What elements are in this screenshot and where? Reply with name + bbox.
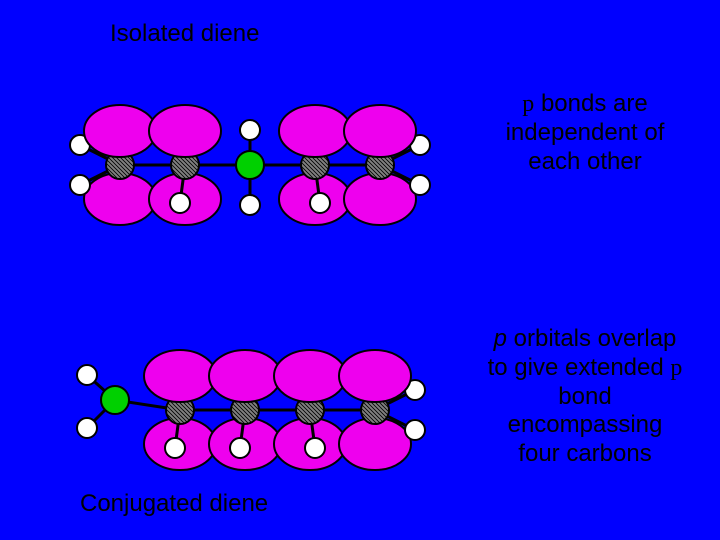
desc2-l4: encompassing — [508, 411, 663, 438]
desc2-l5: four carbons — [518, 440, 651, 467]
desc1-pi: p — [522, 91, 534, 117]
desc2: p orbitals overlap to give extended p bo… — [460, 325, 710, 469]
sp3-left — [101, 386, 129, 414]
desc1-l2: independent of — [506, 119, 665, 146]
desc1-rest: bonds are — [534, 90, 647, 117]
sp3-center — [236, 151, 264, 179]
isolated-diene-diagram — [50, 75, 450, 250]
desc2-p: p — [494, 325, 507, 352]
upper-lobes — [144, 350, 411, 402]
desc1-l3: each other — [528, 148, 641, 175]
stage: Isolated diene p bonds are independent o… — [0, 0, 720, 540]
desc2-l1rest: orbitals overlap — [507, 325, 676, 352]
title-isolated: Isolated diene — [110, 20, 330, 49]
desc2-l2pre: to give extended — [488, 354, 671, 381]
desc1: p bonds are independent of each other — [470, 90, 700, 176]
conjugated-diene-diagram — [65, 320, 465, 495]
desc2-pi: p — [670, 355, 682, 381]
title-text: Isolated diene — [110, 20, 259, 47]
desc2-l3: bond — [558, 383, 611, 410]
